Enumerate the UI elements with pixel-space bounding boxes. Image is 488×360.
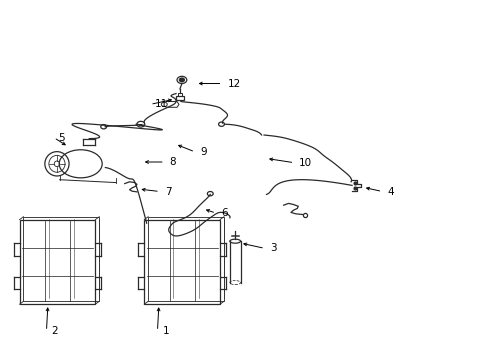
Text: 6: 6 xyxy=(221,208,227,218)
Bar xyxy=(176,96,183,100)
Text: 3: 3 xyxy=(269,243,276,253)
Text: 4: 4 xyxy=(386,186,393,197)
Text: 8: 8 xyxy=(169,157,176,167)
Text: 1: 1 xyxy=(162,326,169,336)
Text: 5: 5 xyxy=(59,132,65,143)
Text: 11: 11 xyxy=(155,99,168,109)
Text: 9: 9 xyxy=(200,147,206,157)
Text: 10: 10 xyxy=(299,158,312,168)
Circle shape xyxy=(179,78,184,82)
Text: 2: 2 xyxy=(51,326,58,336)
Text: 12: 12 xyxy=(227,78,240,89)
Text: 7: 7 xyxy=(164,186,171,197)
Bar xyxy=(177,93,182,96)
